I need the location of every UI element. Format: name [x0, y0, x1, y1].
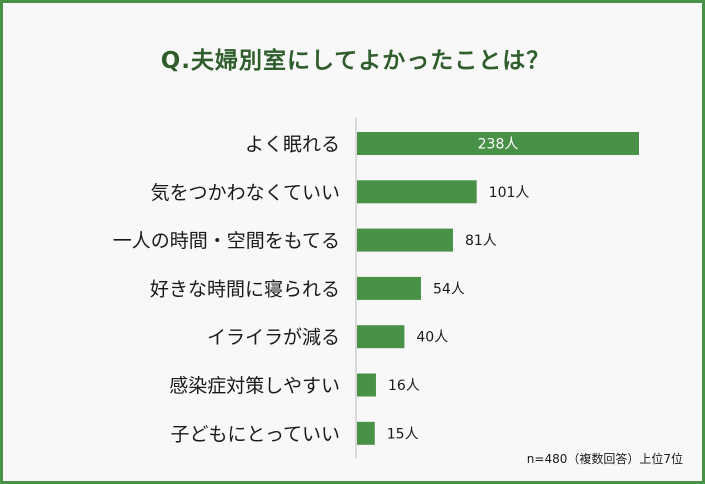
bar — [357, 228, 453, 252]
data-label: 40人 — [416, 330, 448, 346]
chart-title: Q.夫婦別室にしてよかったことは？ — [160, 48, 551, 74]
bar — [357, 276, 421, 300]
data-label: 15人 — [387, 426, 419, 442]
data-label: 16人 — [388, 378, 420, 394]
data-label: 81人 — [465, 233, 497, 249]
bar — [357, 421, 375, 445]
category-label: よく眠れる — [245, 134, 340, 156]
category-label: 好きな時間に寝られる — [150, 278, 340, 300]
data-label: 54人 — [433, 281, 465, 297]
category-label: 感染症対策しやすい — [169, 375, 340, 397]
bar — [357, 325, 405, 349]
bar — [357, 373, 376, 397]
sample-note: n=480（複数回答）上位7位 — [526, 452, 683, 466]
bar — [357, 180, 477, 204]
category-label: 気をつかわなくていい — [151, 182, 340, 204]
data-label: 101人 — [489, 185, 530, 201]
category-label: イライラが減る — [207, 327, 340, 349]
bar — [357, 132, 639, 155]
data-label: 238人 — [478, 137, 519, 153]
category-label: 子どもにとっていい — [171, 423, 340, 445]
category-label: 一人の時間・空間をもてる — [113, 230, 340, 252]
